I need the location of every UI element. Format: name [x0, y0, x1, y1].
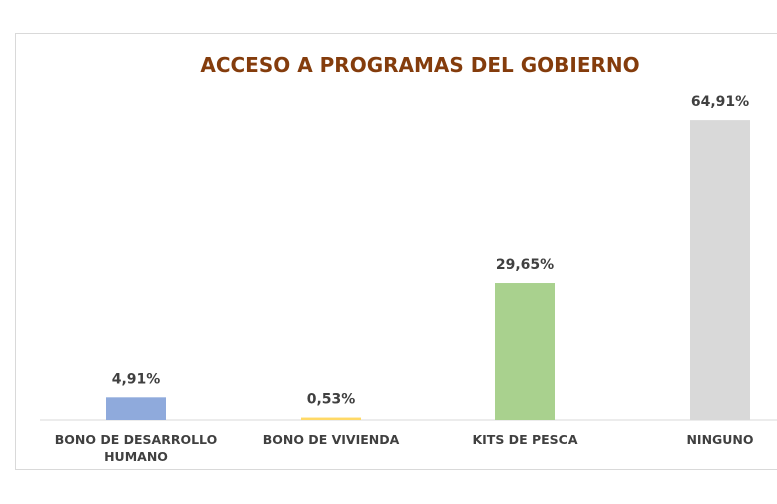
category-label: NINGUNO [686, 432, 754, 447]
value-label: 29,65% [496, 257, 554, 273]
bar [690, 120, 750, 421]
value-label: 0,53% [307, 392, 356, 408]
value-label: 64,91% [691, 94, 749, 110]
chart-title: ACCESO A PROGRAMAS DEL GOBIERNO [200, 53, 639, 77]
category-label: BONO DE DESARROLLO HUMANO [54, 432, 218, 464]
category-label: KITS DE PESCA [472, 432, 578, 447]
category-label: BONO DE VIVIENDA [262, 432, 400, 447]
bar [106, 397, 166, 420]
bar [301, 417, 361, 420]
value-label: 4,91% [112, 371, 161, 387]
bar [495, 283, 555, 420]
chart-frame [15, 33, 777, 470]
